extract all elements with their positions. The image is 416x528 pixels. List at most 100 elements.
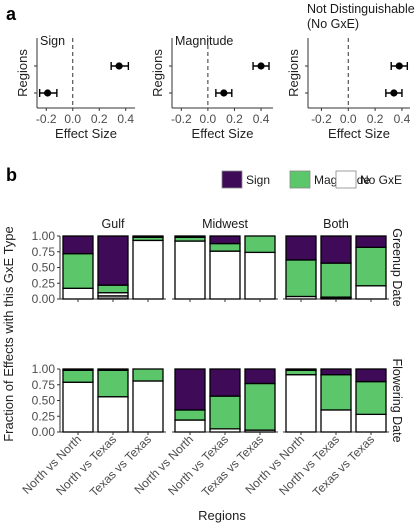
bar-segment-no-gxe: [210, 251, 240, 299]
forest-plot-title: Magnitude: [175, 34, 233, 48]
x-axis-title: Effect Size: [328, 126, 390, 141]
y-tick-label: 0.00: [32, 292, 56, 306]
stacked-bar: [286, 369, 316, 432]
stacked-bar: [63, 369, 93, 432]
legend-entry: Sign: [222, 171, 270, 188]
x-tick-label: 0.0: [340, 112, 357, 126]
effect-point: [216, 89, 232, 97]
y-axis-title: Regions: [15, 49, 30, 97]
y-axis-title: Regions: [286, 49, 301, 97]
bar-segment-magnitude: [63, 254, 93, 289]
panel-b-legend: Sign MagnitudeNo GxE: [222, 171, 402, 188]
stacked-bar: [133, 236, 163, 299]
stacked-bar: [175, 236, 205, 299]
bar-segment-no-gxe: [356, 414, 386, 432]
bar-segment-sign: [98, 369, 128, 370]
column-facet-label: Gulf: [102, 217, 125, 231]
row-facet-label: Flowering Date: [390, 358, 404, 442]
bar-segment-sign: [286, 236, 316, 260]
x-tick-label: 0.0: [200, 112, 217, 126]
forest-plot-title: (No GxE): [307, 17, 359, 31]
bar-segment-sign: [356, 369, 386, 382]
x-axis-title: Effect Size: [192, 126, 254, 141]
effect-point: [391, 62, 407, 70]
bar-segment-magnitude: [98, 370, 128, 396]
effect-point: [253, 62, 269, 70]
bar-segment-magnitude: [63, 370, 93, 382]
facet-flowering-date-gulf: [60, 369, 166, 435]
bar-segment-sign: [63, 369, 93, 370]
column-facet-label: Midwest: [202, 217, 248, 231]
facet-flowering-date-midwest: [172, 369, 278, 435]
y-tick-label: 0.25: [32, 276, 56, 290]
bar-segment-magnitude: [210, 244, 240, 252]
bar-segment-sign: [286, 369, 316, 370]
bar-segment-magnitude: [245, 236, 275, 252]
bar-segment-magnitude: [175, 410, 205, 420]
y-axis-title: Regions: [150, 49, 165, 97]
y-tick-label: 0.75: [32, 245, 56, 259]
panel-a-label: a: [6, 4, 17, 24]
x-tick-label: Texas vs Texas: [310, 432, 377, 499]
point-estimate: [116, 62, 123, 69]
y-tick-label: 0.00: [32, 425, 56, 439]
forest-plot-title: Not Distinguishable: [307, 2, 415, 16]
x-tick-label: 0.0: [64, 112, 81, 126]
bar-segment-sign: [175, 369, 205, 410]
effect-point: [111, 62, 128, 70]
bar-segment-sign: [321, 369, 351, 375]
bar-segment-no-gxe: [133, 381, 163, 432]
y-tick-label: 1.00: [32, 362, 56, 376]
point-estimate: [257, 62, 264, 69]
bar-segment-magnitude: [356, 247, 386, 285]
facet-greenup-date-both: [283, 236, 389, 302]
facet-greenup-date-midwest: [172, 236, 278, 302]
stacked-bar: [210, 236, 240, 299]
panel-b-stacked-bars: Gulf Midwest Both Greenup Date Flowering Dat…: [1, 217, 404, 523]
x-axis-title: Regions: [198, 508, 246, 523]
y-tick-label: 0.25: [32, 409, 56, 423]
x-tick-label: 0.2: [226, 112, 243, 126]
forest-plot-3: Not Distinguishable(No GxE) -0.2 0.0 0.2 0.4…: [286, 2, 415, 141]
panel-b-label: b: [6, 165, 17, 185]
x-tick-label: -0.2: [311, 112, 332, 126]
x-tick-label: -0.2: [36, 112, 57, 126]
bar-segment-magnitude: [321, 263, 351, 297]
effect-point: [40, 89, 57, 97]
legend-swatch: [336, 171, 356, 188]
bar-segment-sign: [133, 236, 163, 237]
bar-segment-magnitude: [321, 375, 351, 410]
legend-label: No GxE: [360, 173, 402, 187]
bar-segment-no-gxe: [321, 410, 351, 432]
stacked-bar: [98, 236, 128, 299]
y-axis-title: Fraction of Effects with this GxE Type: [1, 226, 16, 442]
stacked-bar: [245, 236, 275, 299]
y-tick-label: 1.00: [32, 229, 56, 243]
bar-segment-magnitude: [286, 370, 316, 374]
legend-label: Sign: [246, 173, 270, 187]
bar-segment-magnitude: [98, 285, 128, 293]
forest-plot-title: Sign: [40, 34, 65, 48]
stacked-bar: [133, 369, 163, 432]
legend-entry: No GxE: [336, 171, 402, 188]
stacked-bar: [286, 236, 316, 299]
bar-segment-sign: [321, 236, 351, 263]
facet-greenup-date-gulf: [60, 236, 166, 302]
point-estimate: [396, 62, 403, 69]
bar-segment-no-gxe: [286, 375, 316, 432]
bar-segment-no-gxe: [245, 252, 275, 299]
bar-segment-sign: [245, 369, 275, 383]
bar-segment-no-gxe: [98, 397, 128, 432]
x-tick-label: -0.2: [171, 112, 192, 126]
bar-segment-magnitude: [356, 382, 386, 415]
y-tick-label: 0.50: [32, 261, 56, 275]
row-facet-label: Greenup Date: [390, 228, 404, 307]
bar-segment-no-gxe: [175, 420, 205, 432]
bar-segment-no-gxe: [63, 382, 93, 432]
stacked-bar: [321, 236, 351, 299]
legend-entry: Magnitude: [290, 171, 370, 188]
bar-segment-sign: [356, 236, 386, 247]
